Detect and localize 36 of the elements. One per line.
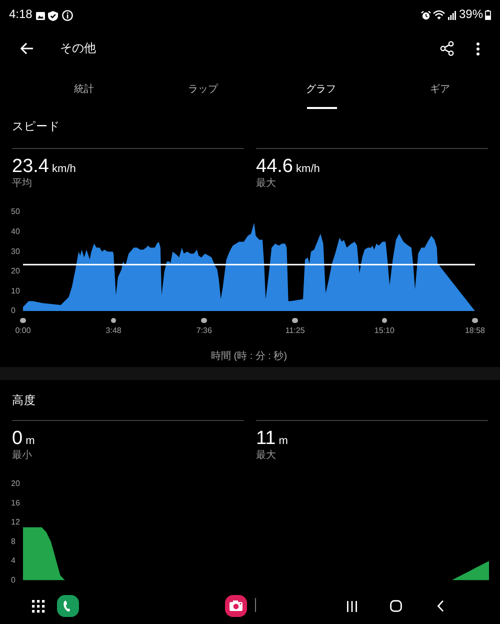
y-tick-label: 10 [11, 286, 20, 296]
y-tick-label: 20 [11, 479, 20, 488]
y-tick-label: 20 [11, 266, 20, 276]
y-tick-label: 8 [11, 536, 16, 546]
text: 最大 [256, 178, 276, 190]
y-tick-label: 50 [11, 207, 20, 216]
x-tick-label: 11:25 [285, 326, 306, 336]
text: 4:18 [9, 7, 32, 22]
x-tick-label: 7:36 [196, 326, 212, 336]
text: 39% [459, 7, 484, 22]
chart-title: スピード [12, 121, 60, 134]
text: 統計 [74, 84, 94, 96]
y-tick-label: 12 [11, 518, 20, 527]
text: ラップ [188, 84, 218, 96]
y-tick-label: 0 [11, 306, 16, 316]
x-tick-label: 15:10 [374, 326, 395, 336]
x-tick-label: 18:58 [464, 326, 486, 336]
text: 44.6 km/h [256, 156, 320, 177]
y-tick-label: 0 [11, 575, 16, 584]
x-tick-label: 0:00 [15, 326, 32, 336]
y-tick-label: 4 [11, 556, 16, 566]
text: その他 [60, 41, 96, 56]
text: ギア [430, 84, 450, 96]
x-tick-label: 3:48 [106, 326, 122, 336]
y-tick-label: 16 [11, 498, 20, 508]
text: 11 m [256, 428, 288, 449]
chart-title: 高度 [12, 395, 36, 408]
text: グラフ [306, 84, 336, 96]
text: 最大 [256, 450, 276, 462]
y-tick-label: 30 [11, 246, 20, 256]
text: 平均 [12, 178, 32, 190]
text: 0 m [12, 428, 35, 449]
text: 23.4 km/h [12, 156, 76, 177]
x-axis-title: 時間 (時 : 分 : 秒) [210, 350, 288, 362]
y-tick-label: 40 [11, 227, 20, 236]
text: 最小 [12, 450, 32, 462]
